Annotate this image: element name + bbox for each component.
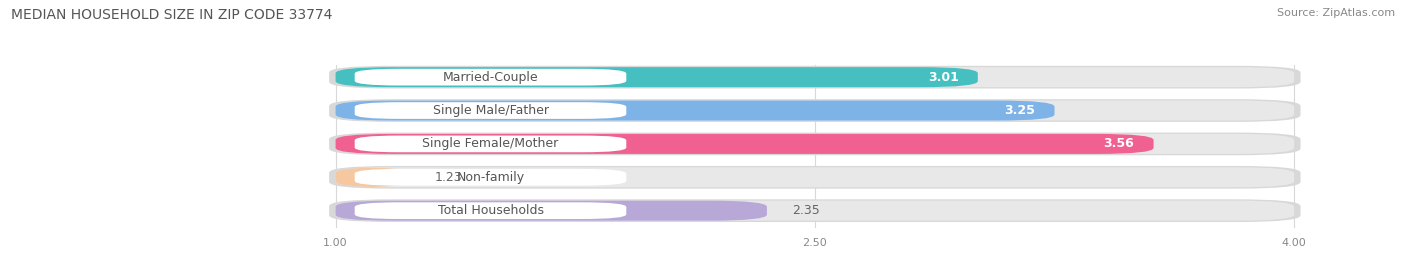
FancyBboxPatch shape — [336, 101, 1054, 121]
Text: Source: ZipAtlas.com: Source: ZipAtlas.com — [1277, 8, 1395, 18]
Text: MEDIAN HOUSEHOLD SIZE IN ZIP CODE 33774: MEDIAN HOUSEHOLD SIZE IN ZIP CODE 33774 — [11, 8, 333, 22]
FancyBboxPatch shape — [336, 134, 1153, 154]
FancyBboxPatch shape — [329, 133, 1301, 155]
Text: Single Female/Mother: Single Female/Mother — [422, 137, 558, 150]
FancyBboxPatch shape — [354, 69, 626, 86]
FancyBboxPatch shape — [336, 67, 1294, 87]
Text: Total Households: Total Households — [437, 204, 544, 217]
Text: 3.25: 3.25 — [1004, 104, 1035, 117]
Text: 3.56: 3.56 — [1104, 137, 1135, 150]
Text: 2.35: 2.35 — [793, 204, 820, 217]
FancyBboxPatch shape — [329, 199, 1301, 222]
FancyBboxPatch shape — [329, 99, 1301, 122]
FancyBboxPatch shape — [336, 134, 1294, 154]
Text: 1.23: 1.23 — [434, 171, 463, 184]
FancyBboxPatch shape — [336, 201, 1294, 221]
FancyBboxPatch shape — [329, 66, 1301, 89]
FancyBboxPatch shape — [336, 67, 977, 87]
Text: Married-Couple: Married-Couple — [443, 71, 538, 84]
FancyBboxPatch shape — [336, 201, 766, 221]
Text: 3.01: 3.01 — [928, 71, 959, 84]
Text: Single Male/Father: Single Male/Father — [433, 104, 548, 117]
FancyBboxPatch shape — [336, 167, 1294, 187]
FancyBboxPatch shape — [336, 101, 1294, 121]
FancyBboxPatch shape — [354, 102, 626, 119]
FancyBboxPatch shape — [354, 136, 626, 152]
FancyBboxPatch shape — [354, 202, 626, 219]
FancyBboxPatch shape — [329, 166, 1301, 189]
Text: Non-family: Non-family — [457, 171, 524, 184]
FancyBboxPatch shape — [354, 169, 626, 186]
FancyBboxPatch shape — [336, 167, 409, 187]
